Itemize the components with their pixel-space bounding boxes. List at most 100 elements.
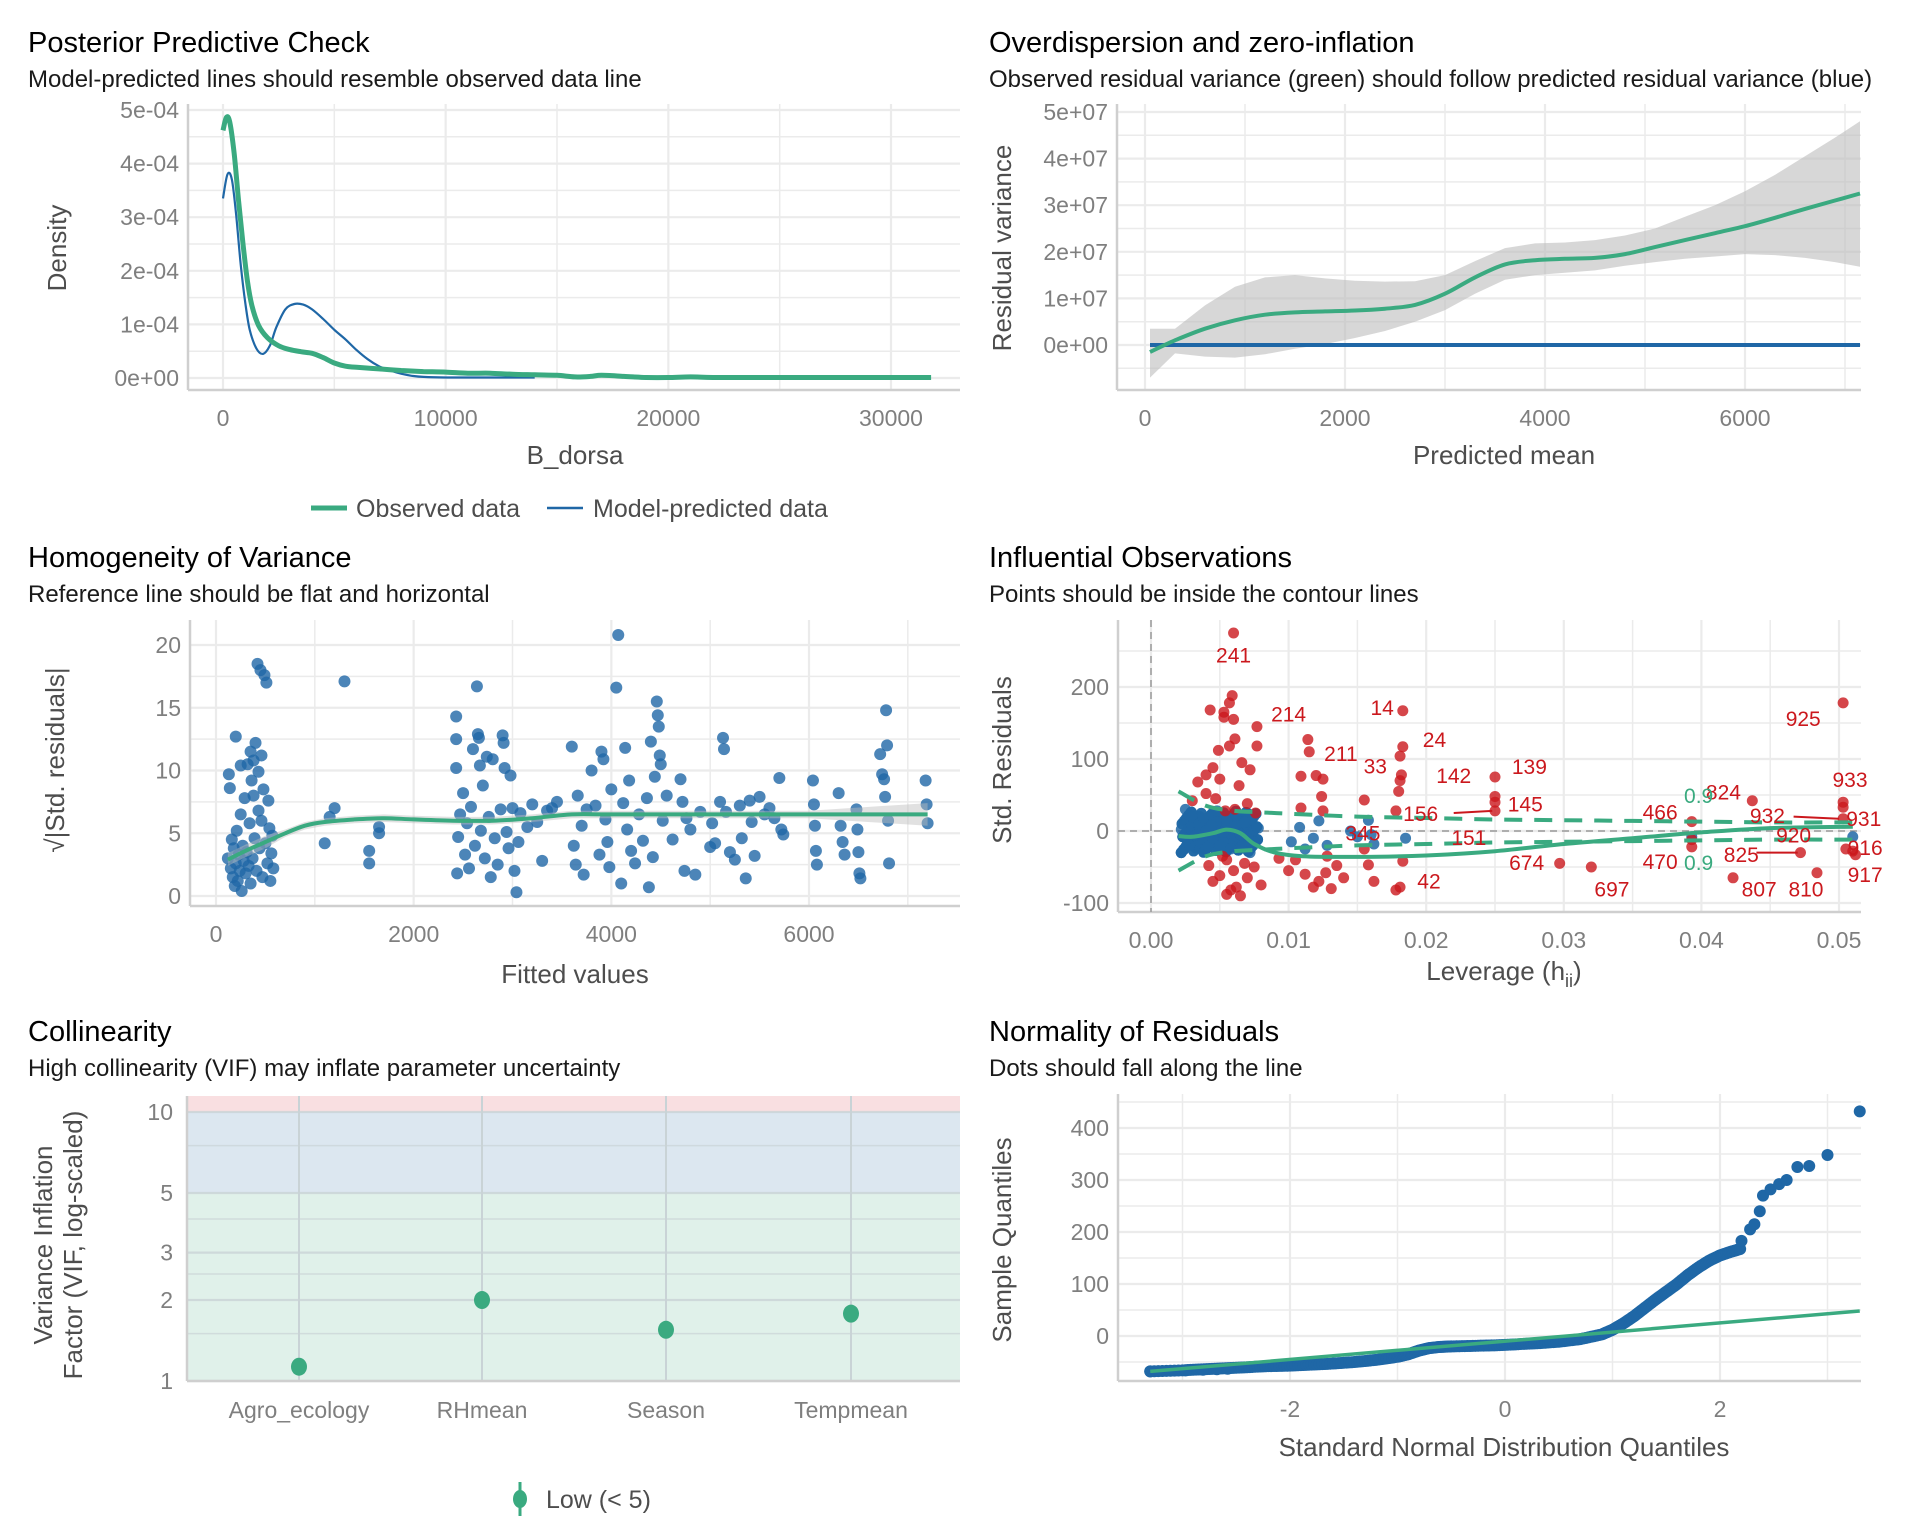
outlier-point (1234, 890, 1246, 902)
y-tick-label: 5 (168, 820, 181, 846)
outlier-point (1255, 879, 1267, 891)
panel-normality: Normality of Residuals Dots should fall … (987, 1016, 1866, 1462)
point-label: 24 (1423, 729, 1447, 752)
residual-point (654, 758, 667, 771)
y-tick-label: 2e-04 (120, 258, 179, 284)
residual-point (612, 628, 625, 641)
residual-point (450, 710, 463, 723)
y-tick-label: 200 (1071, 1219, 1109, 1245)
within-contour-point (1252, 822, 1264, 834)
residual-point (878, 773, 891, 786)
outlier-point (1850, 849, 1862, 861)
outlier-point (1241, 872, 1253, 884)
outlier-point (1207, 875, 1219, 887)
residual-point (735, 832, 748, 845)
outlier-point (1358, 794, 1370, 806)
normality-xlabel: Standard Normal Distribution Quantiles (1279, 1432, 1730, 1462)
outlier-point (1200, 788, 1212, 800)
x-tick-label: Tempmean (794, 1397, 908, 1423)
outlier-point (1302, 734, 1314, 746)
within-contour-point (1285, 836, 1297, 848)
residual-point (450, 761, 463, 774)
residual-point (836, 836, 849, 849)
residual-point (247, 789, 260, 802)
residual-point (463, 862, 476, 875)
ppc-xlabel: B_dorsa (527, 440, 624, 470)
point-label: 142 (1436, 765, 1471, 788)
residual-point (526, 798, 539, 811)
outlier-point (1554, 857, 1566, 869)
outlier-point (1397, 741, 1409, 753)
within-contour-point (1214, 839, 1226, 851)
ppc-ylabel: Density (42, 205, 72, 292)
residual-point (640, 792, 653, 805)
ppc-subtitle: Model-predicted lines should resemble ob… (28, 66, 642, 93)
residual-point (854, 872, 867, 885)
point-label: 807 (1742, 879, 1777, 902)
residual-point (733, 799, 746, 812)
residual-point (478, 852, 491, 865)
outlier-point (1331, 860, 1343, 872)
residual-point (318, 837, 331, 850)
y-tick-label: 0e+00 (114, 365, 179, 391)
residual-point (223, 782, 236, 795)
residual-point (678, 864, 691, 877)
residual-point (222, 768, 235, 781)
qq-point (1764, 1183, 1777, 1196)
point-label: 674 (1509, 852, 1544, 875)
residual-point (470, 680, 483, 693)
point-label: 466 (1643, 802, 1678, 825)
influential-xlabel-end: ) (1573, 956, 1582, 986)
point-label: 931 (1846, 808, 1881, 831)
residual-point (504, 769, 517, 782)
residual-point (486, 753, 499, 766)
y-tick-label: 5e+07 (1043, 99, 1108, 125)
residual-point (550, 795, 563, 808)
overdispersion-plot-area: 0e+00 1e+07 2e+07 3e+07 4e+07 5e+07 0 2000 4000 6… (1043, 99, 1861, 431)
y-tick-label: 1 (160, 1368, 173, 1394)
residual-point (472, 731, 485, 744)
residual-point (575, 819, 588, 832)
residual-point (249, 736, 262, 749)
x-tick-label: 20000 (636, 405, 700, 431)
within-contour-point (1239, 816, 1251, 828)
outlier-point (1299, 868, 1311, 880)
residual-point (473, 759, 486, 772)
x-tick-label: 0.02 (1404, 927, 1449, 953)
normality-plot-area: 0 100 200 300 400 -2 0 2 (1071, 1094, 1866, 1422)
residual-point (245, 774, 258, 787)
point-label: 697 (1594, 879, 1629, 902)
x-tick-label: 2000 (1319, 405, 1370, 431)
point-label: 824 (1706, 781, 1741, 804)
qq-point (1791, 1161, 1804, 1173)
legend-observed-label: Observed data (356, 495, 520, 523)
residual-point (748, 849, 761, 862)
outlier-point (1313, 875, 1325, 887)
point-label: 42 (1417, 871, 1440, 894)
point-label: 916 (1848, 837, 1883, 860)
point-label: 156 (1403, 803, 1438, 826)
outlier-point (1320, 867, 1332, 879)
legend-predicted-label: Model-predicted data (593, 495, 828, 523)
y-tick-label: -100 (1063, 890, 1109, 916)
outlier-point (1727, 872, 1739, 884)
collinearity-ylabel-line2: Factor (VIF, log-scaled) (58, 1111, 88, 1380)
residual-point (714, 795, 727, 808)
influential-plot-area: -100 0 100 200 0.00 0.01 0.02 0.03 0.04 0.05 241 21… (1063, 620, 1883, 953)
point-label: 33 (1364, 755, 1387, 778)
within-contour-point (1400, 832, 1412, 844)
y-tick-label: 20 (155, 632, 181, 658)
residual-point (603, 861, 616, 874)
residual-point (660, 789, 673, 802)
ppc-plot-area: 0e+00 1e-04 2e-04 3e-04 4e-04 5e-04 0 10000 2000… (114, 97, 960, 431)
influential-ylabel: Std. Residuals (987, 676, 1017, 844)
homogeneity-subtitle: Reference line should be flat and horizo… (28, 581, 490, 608)
residual-point (512, 836, 525, 849)
outlier-point (1192, 776, 1204, 788)
residual-point (882, 814, 895, 827)
x-tick-label: 4000 (1519, 405, 1570, 431)
vif-point (843, 1304, 859, 1323)
outlier-point (1228, 627, 1240, 639)
outlier-point (1489, 796, 1501, 808)
overdispersion-subtitle: Observed residual variance (green) shoul… (989, 66, 1872, 93)
